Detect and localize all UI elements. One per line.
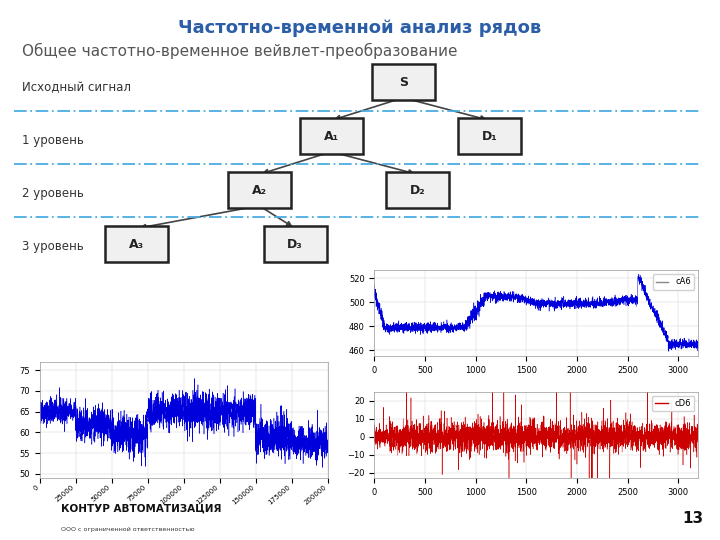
Legend: cD6: cD6 bbox=[652, 396, 694, 411]
Text: S: S bbox=[399, 76, 408, 89]
Text: Частотно-временной анализ рядов: Частотно-временной анализ рядов bbox=[179, 19, 541, 37]
Text: Общее частотно-временное вейвлет-преобразование: Общее частотно-временное вейвлет-преобра… bbox=[22, 43, 457, 59]
Text: 3 уровень: 3 уровень bbox=[22, 240, 84, 253]
FancyBboxPatch shape bbox=[300, 118, 363, 154]
FancyBboxPatch shape bbox=[386, 172, 449, 208]
Text: A₁: A₁ bbox=[323, 130, 339, 143]
Text: 2 уровень: 2 уровень bbox=[22, 187, 84, 200]
Text: Исходный сигнал: Исходный сигнал bbox=[22, 81, 130, 94]
FancyBboxPatch shape bbox=[264, 226, 327, 262]
Text: 13: 13 bbox=[682, 511, 703, 526]
FancyBboxPatch shape bbox=[372, 64, 435, 100]
Text: A₃: A₃ bbox=[129, 238, 145, 251]
Text: КОНТУР АВТОМАТИЗАЦИЯ: КОНТУР АВТОМАТИЗАЦИЯ bbox=[61, 504, 222, 514]
Text: 1 уровень: 1 уровень bbox=[22, 134, 84, 147]
FancyBboxPatch shape bbox=[228, 172, 291, 208]
FancyBboxPatch shape bbox=[105, 226, 168, 262]
Text: ООО с ограниченной ответственностью: ООО с ограниченной ответственностью bbox=[61, 526, 194, 532]
Text: D₃: D₃ bbox=[287, 238, 303, 251]
FancyBboxPatch shape bbox=[458, 118, 521, 154]
Legend: cA6: cA6 bbox=[652, 274, 694, 290]
Text: A₂: A₂ bbox=[252, 184, 266, 197]
Text: D₁: D₁ bbox=[482, 130, 498, 143]
Text: D₂: D₂ bbox=[410, 184, 426, 197]
